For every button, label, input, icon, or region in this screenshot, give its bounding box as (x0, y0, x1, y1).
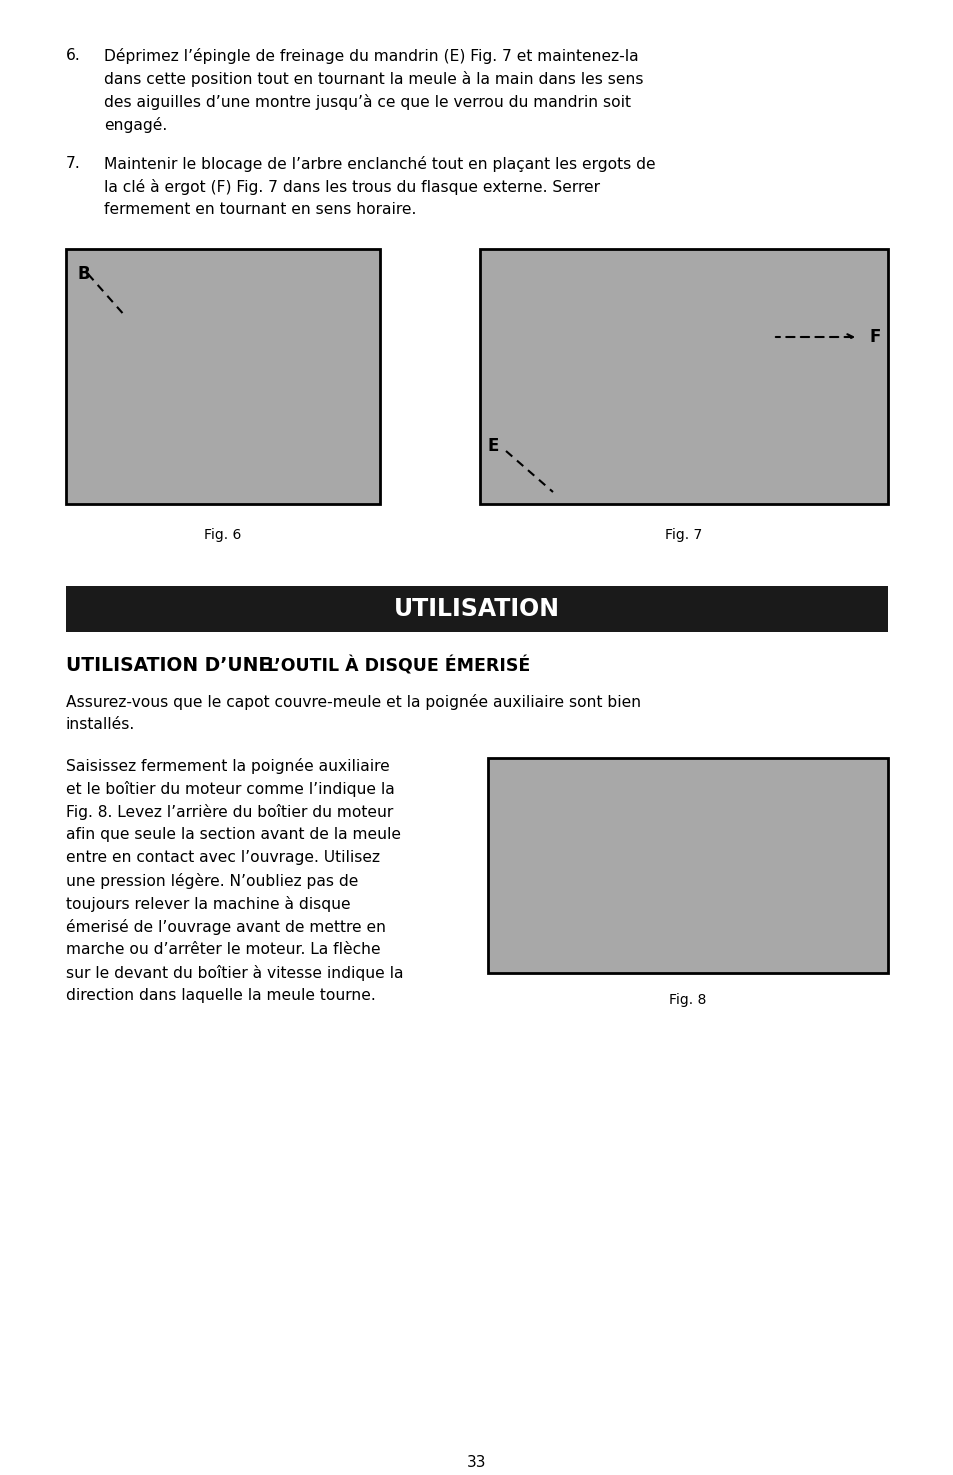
Text: toujours relever la machine à disque: toujours relever la machine à disque (66, 895, 351, 912)
Text: une pression légère. N’oubliez pas de: une pression légère. N’oubliez pas de (66, 873, 358, 889)
Text: Fig. 8: Fig. 8 (669, 993, 706, 1007)
Text: des aiguilles d’une montre jusqu’à ce que le verrou du mandrin soit: des aiguilles d’une montre jusqu’à ce qu… (104, 94, 630, 111)
Text: Déprimez l’épingle de freinage du mandrin (E) Fig. 7 et maintenez-la: Déprimez l’épingle de freinage du mandri… (104, 49, 638, 63)
Text: et le boîtier du moteur comme l’indique la: et le boîtier du moteur comme l’indique … (66, 780, 395, 797)
Bar (488, 758, 887, 974)
Text: Assurez-vous que le capot couvre-meule et la poignée auxiliaire sont bien: Assurez-vous que le capot couvre-meule e… (66, 695, 640, 709)
Bar (66, 586, 887, 631)
Text: émerisé de l’ouvrage avant de mettre en: émerisé de l’ouvrage avant de mettre en (66, 919, 386, 935)
Text: fermement en tournant en sens horaire.: fermement en tournant en sens horaire. (104, 202, 416, 217)
Text: 6.: 6. (66, 49, 81, 63)
Text: Fig. 8. Levez l’arrière du boîtier du moteur: Fig. 8. Levez l’arrière du boîtier du mo… (66, 804, 393, 820)
Text: installés.: installés. (66, 717, 135, 732)
Text: Fig. 6: Fig. 6 (204, 528, 241, 541)
Text: sur le devant du boîtier à vitesse indique la: sur le devant du boîtier à vitesse indiq… (66, 965, 403, 981)
Bar (479, 249, 887, 504)
Text: marche ou d’arrêter le moteur. La flèche: marche ou d’arrêter le moteur. La flèche (66, 943, 380, 957)
Text: dans cette position tout en tournant la meule à la main dans les sens: dans cette position tout en tournant la … (104, 71, 643, 87)
Text: la clé à ergot (F) Fig. 7 dans les trous du flasque externe. Serrer: la clé à ergot (F) Fig. 7 dans les trous… (104, 178, 599, 195)
Text: 33: 33 (467, 1454, 486, 1471)
Bar (66, 249, 379, 504)
Text: entre en contact avec l’ouvrage. Utilisez: entre en contact avec l’ouvrage. Utilise… (66, 850, 379, 864)
Text: E: E (488, 437, 498, 454)
Text: afin que seule la section avant de la meule: afin que seule la section avant de la me… (66, 827, 400, 842)
Text: Saisissez fermement la poignée auxiliaire: Saisissez fermement la poignée auxiliair… (66, 758, 390, 774)
Text: direction dans laquelle la meule tourne.: direction dans laquelle la meule tourne. (66, 988, 375, 1003)
Text: UTILISATION D’UNE: UTILISATION D’UNE (66, 656, 271, 676)
Text: F: F (869, 327, 881, 347)
Text: UTILISATION: UTILISATION (394, 597, 559, 621)
Text: engagé.: engagé. (104, 117, 167, 133)
Text: Fig. 7: Fig. 7 (664, 528, 702, 541)
Text: L’OUTIL À DISQUE ÉMERISÉ: L’OUTIL À DISQUE ÉMERISÉ (261, 656, 530, 676)
Text: Maintenir le blocage de l’arbre enclanché tout en plaçant les ergots de: Maintenir le blocage de l’arbre enclanch… (104, 156, 655, 173)
Text: B: B (78, 266, 91, 283)
Text: 7.: 7. (66, 156, 81, 171)
